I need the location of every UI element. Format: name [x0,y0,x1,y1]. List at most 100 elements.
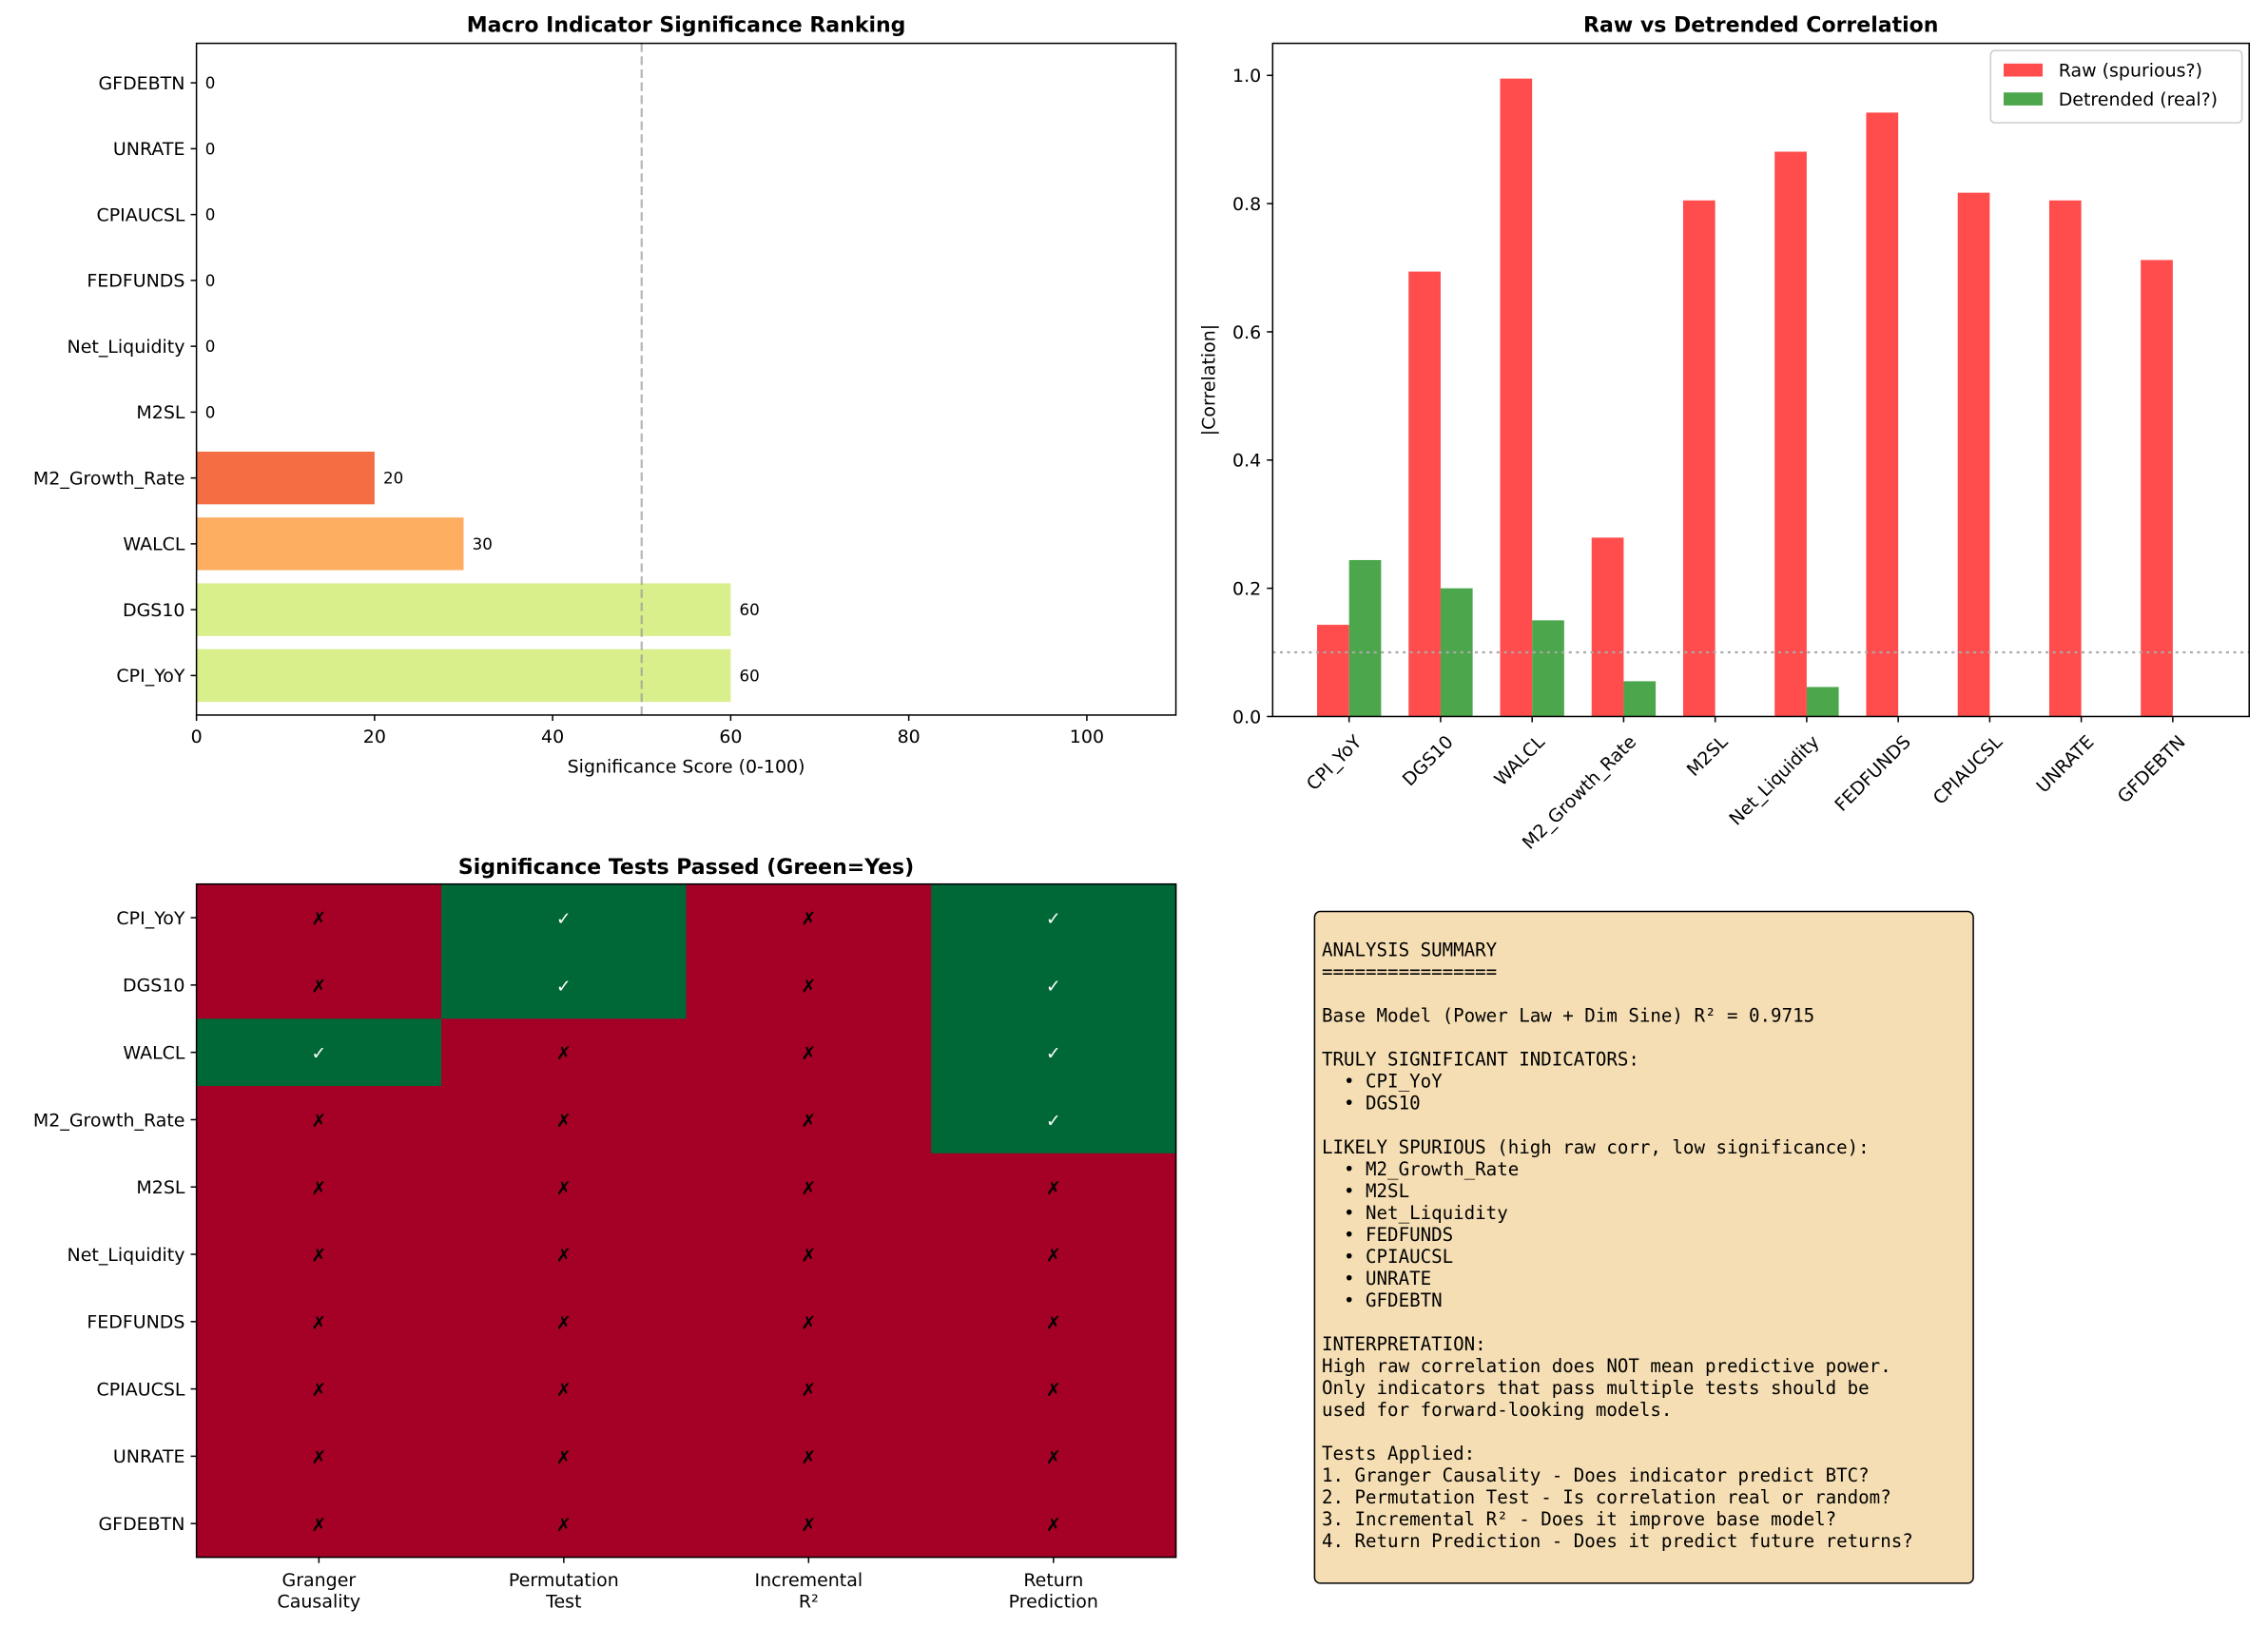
cross-mark: ✗ [311,1312,326,1333]
bar [196,451,375,505]
heatmap-cell [196,1153,442,1222]
x-tick-label: 100 [1070,727,1104,747]
axes-frame [195,882,1177,1559]
x-tick-label-line: Causality [278,1592,361,1613]
cross-mark: ✗ [311,976,326,997]
cross-mark: ✗ [556,1515,572,1536]
x-tick-label: Permutation Test [509,1570,619,1613]
heatmap-cell [931,1489,1177,1559]
bar [1317,625,1349,717]
x-tick-label: Incremental R² [755,1570,863,1613]
bar [1440,588,1473,717]
summary-line: ================ [1322,961,1497,983]
cross-mark: ✗ [1046,1515,1061,1536]
summary-line: • UNRATE [1322,1268,1431,1289]
legend: Raw (spurious?) Detrended (real?) [1989,49,2243,124]
summary-box-frame [1313,910,1974,1584]
bar [1806,687,1839,717]
data-label: 0 [205,139,216,158]
data-label: 20 [383,469,403,488]
heatmap-cell [686,1086,932,1154]
bar [1591,537,1624,717]
heatmap-cell [441,1489,688,1559]
y-tick-label: CPIAUCSL [96,1379,184,1400]
summary-line: • CPI_YoY [1322,1071,1443,1093]
heatmap-cell [196,1018,442,1087]
heatmap-cell [196,1422,442,1491]
heatmap-cell [441,1153,688,1222]
y-tick-label: CPI_YoY [116,666,184,687]
cross-mark: ✗ [801,976,816,997]
heatmap-cell [931,1153,1177,1222]
bar [1348,559,1382,717]
y-tick-label: 0.8 [1232,194,1261,215]
data-label: 0 [205,402,216,421]
x-tick-label-line: Prediction [1009,1592,1098,1613]
y-tick-label: WALCL [123,534,185,555]
y-tick-label: WALCL [123,1042,185,1063]
y-tick-label: 0.2 [1232,578,1261,599]
y-tick-label: FEDFUNDS [87,271,184,292]
data-label: 30 [473,534,493,553]
bar [196,517,464,571]
summary-line: • M2SL [1322,1180,1409,1202]
legend-frame [1989,49,2243,124]
y-tick-label: GFDEBTN [98,73,184,94]
correlation-panel: Raw vs Detrended Correlation |Correlatio… [1199,13,2250,854]
bar [1957,192,1990,717]
x-tick-label: 60 [719,727,742,747]
check-mark: ✓ [1046,1043,1061,1064]
cross-mark: ✗ [311,1380,326,1401]
legend-swatch [2003,63,2043,77]
cross-mark: ✗ [311,909,326,930]
cross-mark: ✗ [801,1246,816,1267]
chart-title: Significance Tests Passed (Green=Yes) [458,856,914,880]
heatmap-cell [931,1018,1177,1087]
summary-line: • CPIAUCSL [1322,1246,1453,1268]
y-tick-label: UNRATE [113,139,185,160]
y-tick-label: Net_Liquidity [68,337,185,358]
heatmap-cell [196,1489,442,1559]
y-tick-label: DGS10 [123,976,184,997]
x-tick-label-line: Permutation [509,1570,619,1591]
heatmap-cell [196,951,442,1020]
cross-mark: ✗ [556,1380,572,1401]
data-label: 0 [205,73,216,92]
summary-line: 1. Granger Causality - Does indicator pr… [1322,1464,1870,1486]
cross-mark: ✗ [801,1515,816,1536]
axes-frame [195,42,1177,716]
cross-mark: ✗ [556,1111,572,1132]
bar [196,649,731,703]
bar [2048,200,2082,717]
summary-line: LIKELY SPURIOUS (high raw corr, low sign… [1322,1136,1870,1158]
bar [196,583,731,636]
cross-mark: ✗ [556,1447,572,1468]
heatmap-cell [686,883,932,953]
y-tick-label: M2SL [136,1177,184,1198]
y-tick-label: M2SL [136,402,184,423]
heatmap-cell [931,951,1177,1020]
y-tick-label: CPI_YoY [116,908,184,929]
check-mark: ✓ [1046,1111,1061,1132]
heatmap-cell [196,883,442,953]
x-tick-label: Return Prediction [1009,1570,1098,1613]
summary-line: • FEDFUNDS [1322,1224,1453,1246]
chart-title: Macro Indicator Significance Ranking [467,13,906,37]
legend-label: Raw (spurious?) [2059,61,2202,82]
heatmap-cell [196,1220,442,1289]
heatmap-cell [931,1288,1177,1356]
significance-ranking-panel: Macro Indicator Significance Ranking Sig… [33,13,1177,778]
x-tick-label: Net_Liquidity [1725,731,1823,829]
x-tick-label: 80 [898,727,921,747]
y-tick-label: M2_Growth_Rate [33,468,185,489]
summary-line: INTERPRETATION: [1322,1333,1486,1355]
heatmap-cell [686,951,932,1020]
bar [1623,681,1657,717]
y-tick-label: M2_Growth_Rate [33,1110,185,1131]
heatmap-cell [441,1288,688,1356]
cross-mark: ✗ [1046,1380,1061,1401]
check-mark: ✓ [1046,909,1061,930]
heatmap-cell [196,1288,442,1356]
summary-line: 3. Incremental R² - Does it improve base… [1322,1508,1836,1530]
